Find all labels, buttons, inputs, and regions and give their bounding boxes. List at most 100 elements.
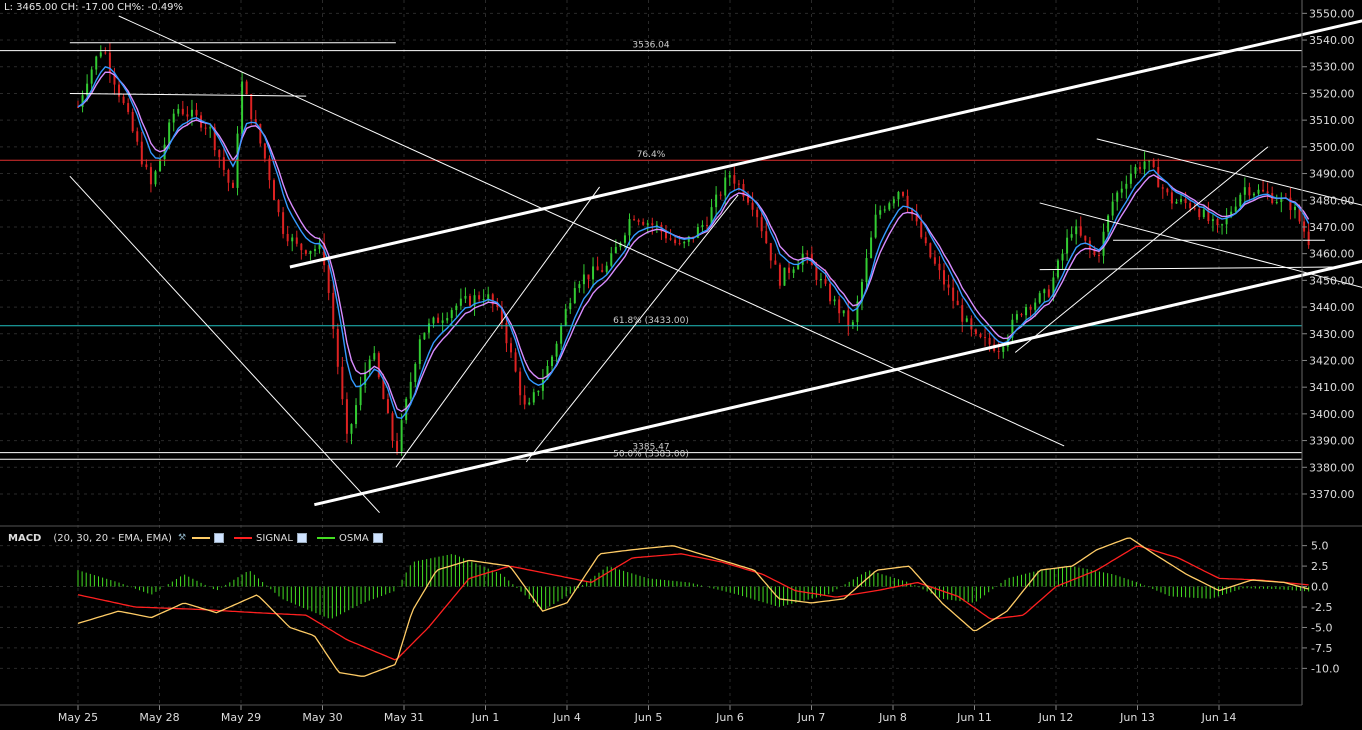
- candle-body: [127, 103, 130, 112]
- candle-body: [450, 310, 453, 319]
- wrench-icon[interactable]: ⚒: [177, 533, 187, 543]
- date-tick-label: Jun 7: [797, 711, 826, 724]
- candle-body: [1266, 191, 1269, 194]
- candle-body: [368, 359, 371, 372]
- candle-body: [314, 249, 317, 251]
- candle-body: [979, 333, 982, 338]
- candle-body: [309, 250, 312, 254]
- candle-body: [961, 305, 964, 322]
- osma-label: OSMA: [338, 532, 369, 544]
- candle-body: [537, 390, 540, 393]
- candle-body: [1066, 237, 1069, 254]
- candle-body: [1243, 187, 1246, 195]
- date-tick-label: Jun 8: [878, 711, 907, 724]
- candle-body: [505, 322, 508, 344]
- candle-body: [874, 214, 877, 238]
- candle-body: [664, 231, 667, 239]
- candle-body: [947, 284, 950, 288]
- macd-tick-label: -10.0: [1311, 662, 1339, 675]
- candle-body: [806, 253, 809, 255]
- trend-line: [1096, 138, 1362, 206]
- candle-body: [1161, 187, 1164, 189]
- macd-tick-label: -2.5: [1311, 601, 1332, 614]
- trend-line: [395, 186, 601, 468]
- candle-body: [441, 320, 444, 323]
- candle-body: [241, 81, 244, 134]
- candle-body: [774, 260, 777, 265]
- candle-body: [99, 52, 102, 57]
- candle-body: [382, 377, 385, 400]
- candle-body: [1189, 203, 1192, 209]
- candle-body: [222, 157, 225, 170]
- candle-body: [1139, 166, 1142, 170]
- price-panel[interactable]: [0, 0, 1302, 526]
- candle-body: [952, 287, 955, 301]
- candle-body: [108, 52, 111, 73]
- candle-body: [701, 225, 704, 227]
- price-tick-label: 3400.00: [1309, 408, 1355, 421]
- date-tick-label: Jun 5: [634, 711, 663, 724]
- candle-body: [118, 84, 121, 97]
- candle-body: [778, 264, 781, 286]
- candle-body: [614, 246, 617, 254]
- candle-body: [587, 274, 590, 280]
- candle-body: [974, 329, 977, 334]
- price-tick-label: 3480.00: [1309, 194, 1355, 207]
- candle-body: [865, 258, 868, 282]
- candle-body: [373, 353, 376, 360]
- candle-body: [250, 94, 253, 120]
- candle-body: [929, 243, 932, 258]
- candle-body: [95, 56, 98, 70]
- signal-visible-checkbox[interactable]: [296, 533, 307, 543]
- candle-body: [988, 337, 991, 345]
- candle-body: [1075, 226, 1078, 235]
- candle-body: [532, 392, 535, 403]
- price-tick-label: 3490.00: [1309, 168, 1355, 181]
- price-tick-label: 3540.00: [1309, 34, 1355, 47]
- candle-body: [883, 209, 886, 211]
- macd-y-axis: 5.0 2.5 0.0 -2.5 -5.0 -7.5 -10.0: [1302, 540, 1339, 675]
- candle-body: [159, 159, 162, 172]
- macd-grid: [0, 545, 1302, 669]
- candle-body: [190, 109, 193, 117]
- candle-body: [254, 119, 257, 125]
- candle-body: [496, 304, 499, 307]
- candle-body: [140, 141, 143, 165]
- candle-body: [459, 298, 462, 306]
- legend-signal: SIGNAL: [234, 533, 307, 544]
- macd-visible-checkbox[interactable]: [214, 533, 225, 543]
- candle-body: [824, 279, 827, 284]
- candle-body: [1134, 166, 1137, 174]
- candle-body: [1257, 189, 1260, 194]
- trend-line: [525, 194, 739, 463]
- candle-body: [327, 265, 330, 293]
- candle-body: [737, 183, 740, 185]
- date-tick-label: May 25: [58, 711, 98, 724]
- candle-body: [432, 317, 435, 324]
- candle-body: [1107, 215, 1110, 232]
- price-tick-label: 3520.00: [1309, 87, 1355, 100]
- candle-body: [1211, 219, 1214, 222]
- osma-visible-checkbox[interactable]: [372, 533, 383, 543]
- ema-fast-line: [77, 65, 1310, 419]
- candle-body: [797, 264, 800, 270]
- candle-body: [464, 295, 467, 299]
- candle-body: [377, 353, 380, 378]
- candle-body: [1216, 219, 1219, 226]
- candle-body: [168, 122, 171, 145]
- candle-body: [1207, 209, 1210, 222]
- candle-body: [906, 195, 909, 209]
- candle-body: [546, 365, 549, 380]
- candle-body: [847, 310, 850, 326]
- candle-body: [1198, 209, 1201, 218]
- candle-body: [172, 113, 175, 123]
- candle-body: [651, 223, 654, 226]
- candle-body: [487, 294, 490, 300]
- candle-body: [1298, 206, 1301, 222]
- candle-body: [1225, 215, 1228, 225]
- candle-body: [350, 424, 353, 434]
- candle-body: [892, 199, 895, 204]
- candle-body: [145, 164, 148, 168]
- candle-body: [815, 265, 818, 280]
